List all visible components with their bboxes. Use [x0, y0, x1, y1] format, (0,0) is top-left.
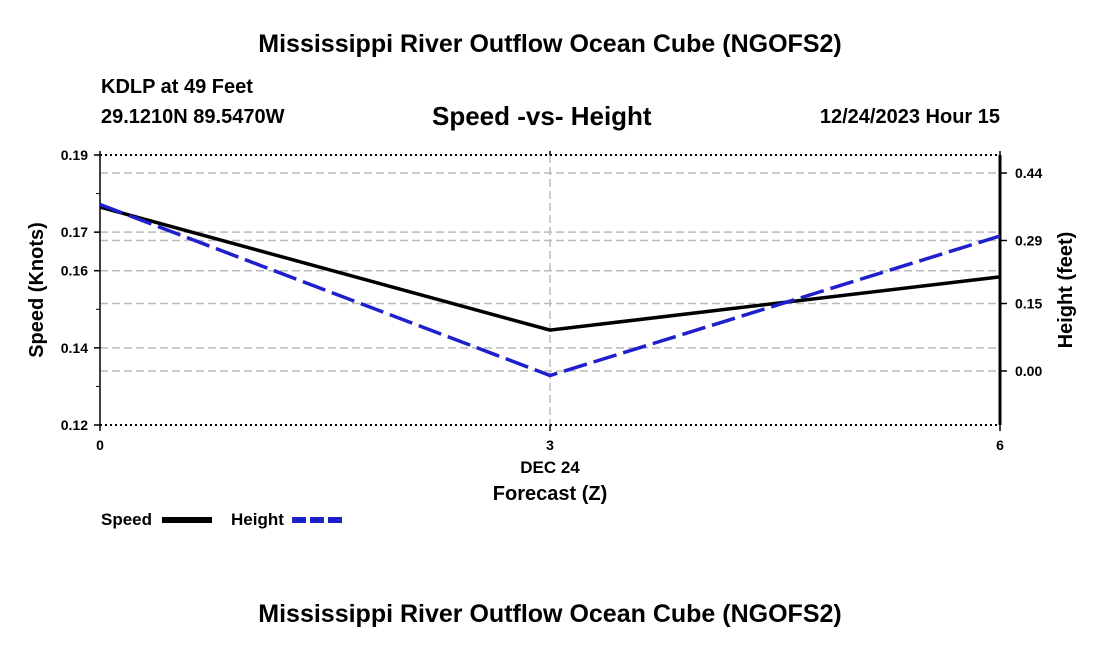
- coordinates-label: 29.1210N 89.5470W: [101, 106, 285, 128]
- legend-height-swatch: [292, 517, 342, 523]
- y-left-axis-label: Speed (Knots): [26, 222, 48, 358]
- y-right-axis-label: Height (feet): [1055, 232, 1077, 349]
- x-date-label: DEC 24: [520, 458, 580, 477]
- legend-height-label: Height: [231, 510, 284, 529]
- legend-speed: Speed: [101, 510, 152, 530]
- x-axis-label: Forecast (Z): [493, 483, 607, 505]
- legend-speed-label: Speed: [101, 510, 153, 529]
- legend-height: Height: [231, 510, 284, 530]
- chart-title: Mississippi River Outflow Ocean Cube (NG…: [258, 30, 842, 58]
- x-tick-label: 6: [996, 437, 1004, 453]
- y-left-tick-label: 0.12: [61, 417, 88, 433]
- y-right-tick-label: 0.29: [1015, 233, 1042, 249]
- chart-title-repeat: Mississippi River Outflow Ocean Cube (NG…: [258, 600, 842, 628]
- chart-subtitle: Speed -vs- Height: [432, 101, 652, 131]
- series-line-height: [99, 202, 1001, 378]
- series-line-speed: [99, 205, 1001, 332]
- y-right-tick-label: 0.15: [1015, 296, 1042, 312]
- station-label: KDLP at 49 Feet: [101, 76, 253, 98]
- legend-speed-swatch: [162, 517, 212, 523]
- x-tick-label: 3: [546, 437, 554, 453]
- y-left-tick-label: 0.16: [61, 263, 88, 279]
- y-left-tick-label: 0.19: [61, 147, 88, 163]
- y-right-tick-label: 0.00: [1015, 363, 1042, 379]
- y-left-tick-label: 0.17: [61, 224, 88, 240]
- y-right-tick-label: 0.44: [1015, 165, 1042, 181]
- x-tick-label: 0: [96, 437, 104, 453]
- forecast-datetime: 12/24/2023 Hour 15: [819, 106, 1000, 128]
- y-left-tick-label: 0.14: [61, 340, 88, 356]
